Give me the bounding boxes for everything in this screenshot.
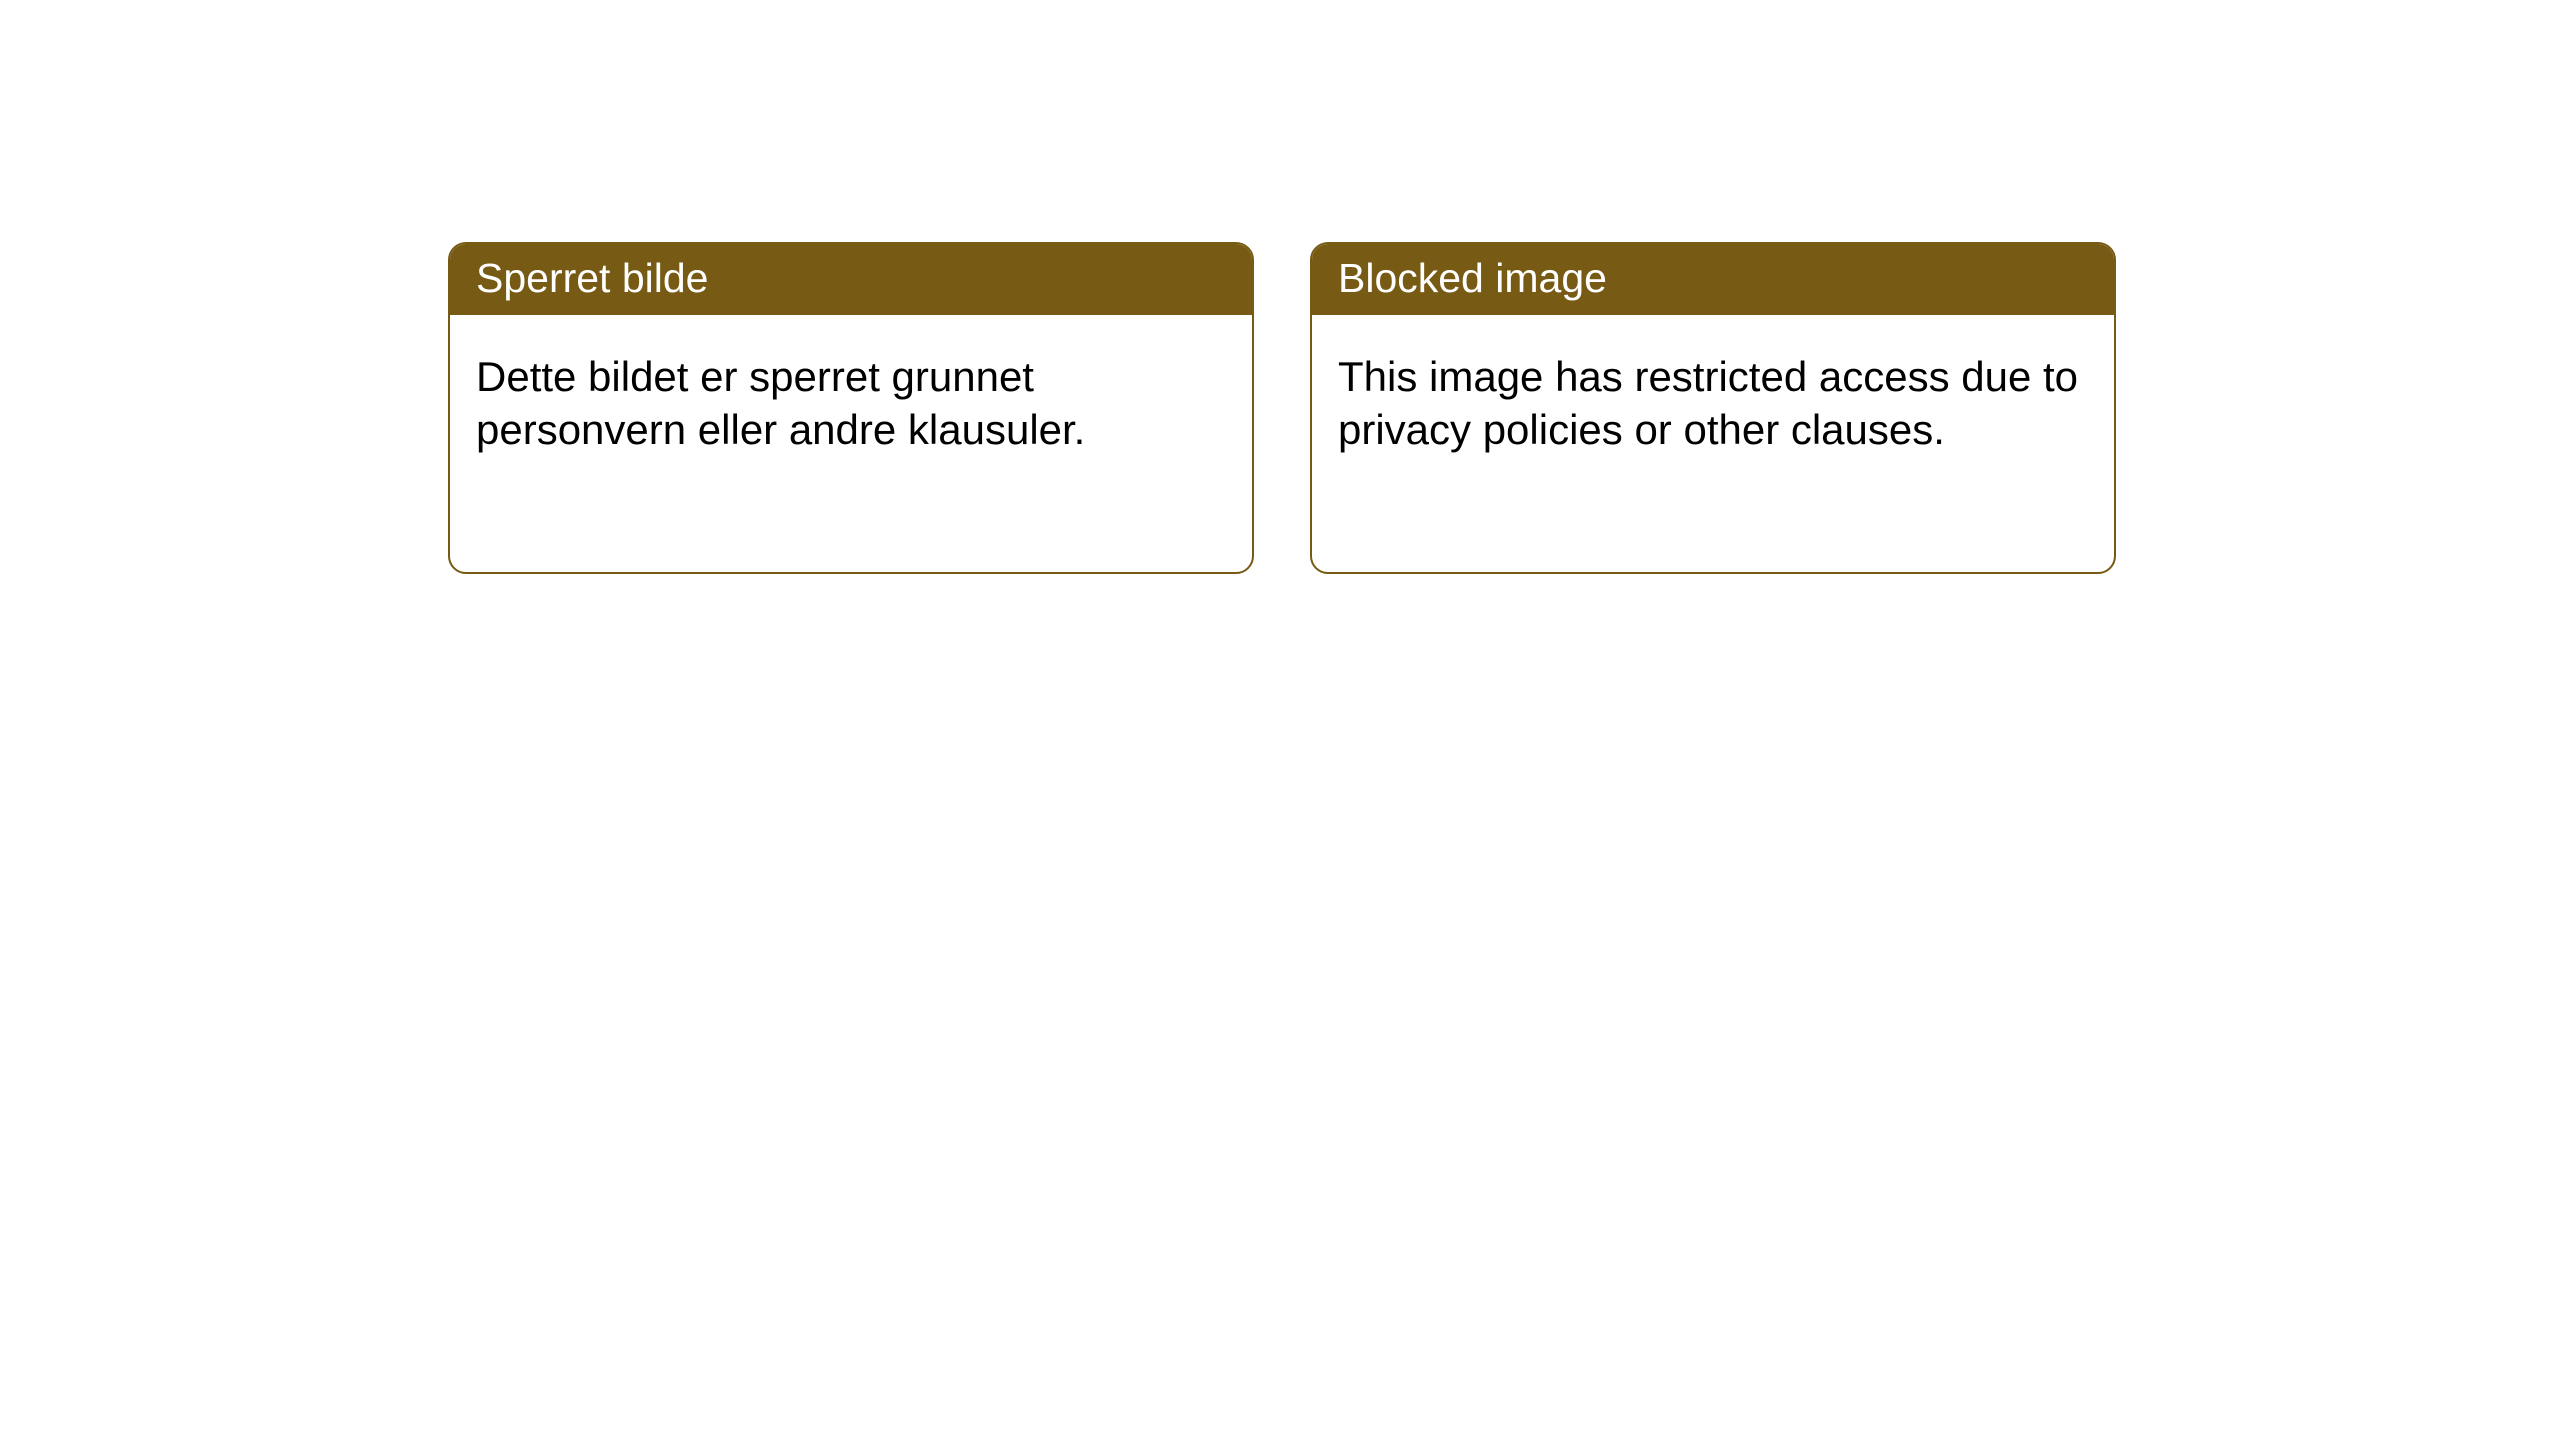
blocked-image-card-english: Blocked image This image has restricted … (1310, 242, 2116, 574)
card-header-english: Blocked image (1312, 244, 2114, 315)
card-header-norwegian: Sperret bilde (450, 244, 1252, 315)
card-body-norwegian: Dette bildet er sperret grunnet personve… (450, 315, 1252, 482)
blocked-image-cards: Sperret bilde Dette bildet er sperret gr… (448, 242, 2116, 574)
card-body-english: This image has restricted access due to … (1312, 315, 2114, 482)
blocked-image-card-norwegian: Sperret bilde Dette bildet er sperret gr… (448, 242, 1254, 574)
